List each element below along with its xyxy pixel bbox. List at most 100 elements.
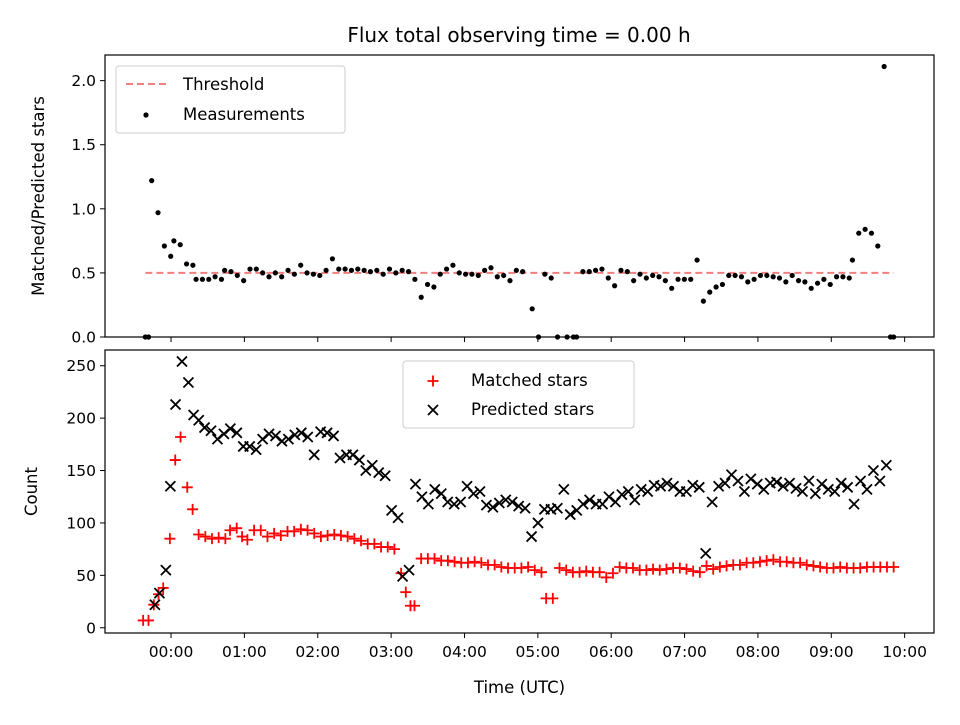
predicted-point [205, 425, 217, 437]
matched-point [734, 559, 746, 571]
measurement-point [868, 230, 875, 236]
measurement-point [789, 272, 795, 279]
matched-point [224, 524, 236, 536]
measurement-point [241, 278, 247, 284]
measurement-point [475, 272, 481, 279]
measurement-point [833, 274, 840, 280]
measurement-point [827, 281, 833, 288]
matched-point [169, 454, 181, 466]
predicted-point [790, 482, 802, 494]
matched-point [828, 562, 840, 574]
predicted-point [867, 464, 880, 477]
measurement-point [418, 294, 424, 300]
legend-measurement-swatch [143, 112, 149, 118]
y-tick-label: 0 [86, 619, 96, 637]
matched-point [522, 561, 534, 573]
predicted-point [454, 496, 467, 508]
predicted-point [169, 398, 182, 411]
predicted-point [835, 477, 847, 489]
matched-point [219, 533, 231, 545]
matched-point [187, 503, 199, 515]
predicted-point [429, 483, 441, 496]
predicted-point [551, 502, 564, 514]
predicted-point [448, 498, 460, 510]
x-tick-label: 04:00 [442, 643, 487, 661]
matched-point [489, 559, 501, 571]
predicted-point [160, 564, 172, 576]
y-tick-label: 0.5 [71, 264, 96, 282]
measurement-point [183, 261, 190, 267]
measurement-point [738, 274, 745, 280]
measurement-point [336, 266, 342, 272]
matched-point [462, 557, 474, 569]
predicted-point [198, 421, 211, 434]
measurement-point [849, 257, 856, 263]
measurement-point [605, 275, 611, 281]
measurement-point [462, 271, 469, 277]
measurement-point [808, 285, 814, 291]
measurement-point [285, 267, 291, 273]
y-tick-label: 200 [66, 410, 96, 428]
measurement-point [494, 274, 500, 280]
measurement-point [726, 272, 732, 279]
y-axis-label: Count [22, 466, 41, 516]
predicted-point [693, 481, 705, 493]
predicted-point [622, 485, 634, 498]
matched-point [701, 560, 713, 572]
matched-point [600, 571, 612, 583]
measurement-point [291, 271, 297, 277]
measurement-point [713, 284, 719, 290]
matched-point [442, 555, 454, 567]
matched-point [594, 566, 606, 578]
matched-point [560, 564, 572, 576]
matched-point [335, 530, 347, 542]
measurement-point [821, 276, 827, 282]
predicted-point [809, 487, 822, 500]
legend-predicted-swatch [427, 404, 439, 416]
measurement-point [580, 269, 586, 275]
predicted-point [880, 459, 892, 471]
matched-point [213, 532, 225, 544]
measurement-point [342, 266, 348, 272]
measurement-point [764, 272, 770, 279]
measurement-point [298, 262, 304, 268]
measurement-point [482, 267, 488, 273]
matched-point [888, 561, 900, 573]
matched-point [640, 564, 652, 576]
measurement-point [776, 275, 783, 281]
measurement-point [253, 266, 259, 272]
matched-point [355, 535, 367, 547]
matched-point [449, 556, 461, 568]
predicted-point [532, 517, 544, 529]
measurement-point [443, 266, 450, 272]
x-tick-label: 08:00 [736, 643, 781, 661]
predicted-point [796, 485, 809, 498]
measurement-point [317, 272, 323, 279]
matched-point [680, 563, 692, 575]
matched-point [794, 557, 806, 569]
predicted-point [302, 431, 314, 443]
measurement-point [412, 276, 418, 282]
measurement-point [437, 271, 443, 277]
predicted-point [282, 433, 295, 445]
measurement-point [675, 276, 681, 282]
legend-matched-swatch [427, 375, 439, 387]
y-tick-label: 100 [66, 514, 96, 532]
x-tick-label: 02:00 [295, 643, 340, 661]
measurement-point [745, 279, 751, 285]
predicted-point [231, 427, 243, 439]
predicted-point [513, 500, 525, 512]
predicted-point [564, 508, 576, 521]
predicted-point [874, 475, 886, 487]
predicted-point [635, 483, 647, 496]
measurement-point [881, 63, 887, 70]
predicted-point [263, 428, 275, 440]
measurement-point [193, 276, 199, 282]
x-tick-label: 03:00 [369, 643, 414, 661]
predicted-point [506, 496, 518, 508]
matched-point [674, 562, 686, 574]
matched-point [206, 533, 218, 545]
measurement-point [599, 266, 605, 272]
predicted-point [480, 499, 493, 511]
measurement-point [513, 267, 519, 273]
